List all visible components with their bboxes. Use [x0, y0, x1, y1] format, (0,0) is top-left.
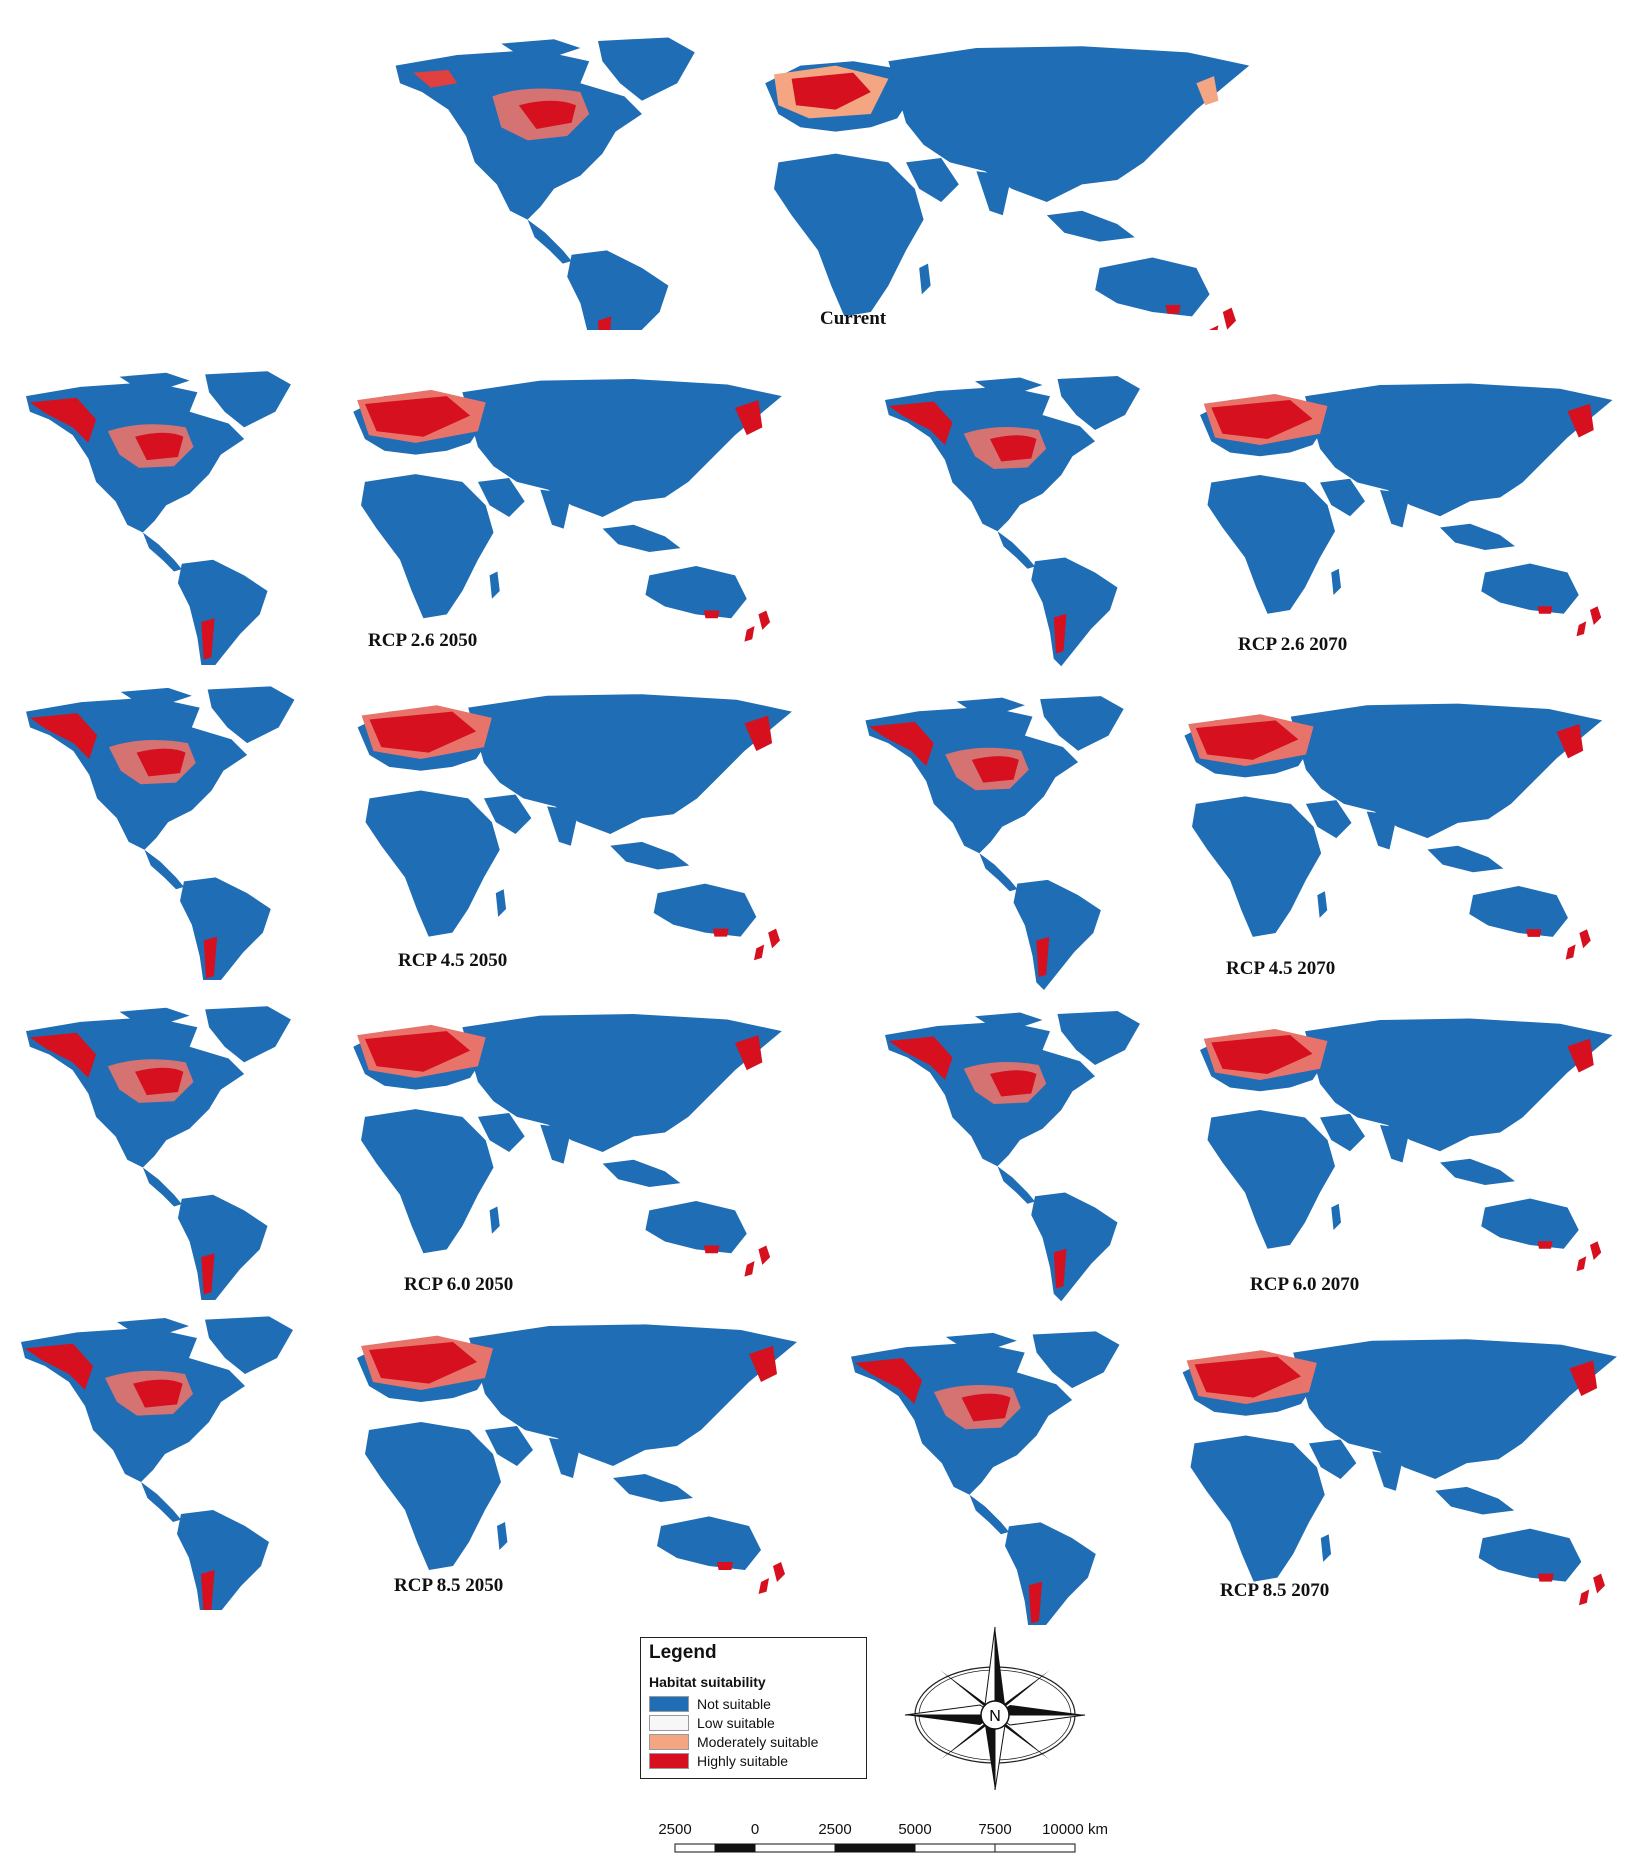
world-map-rcp85-2050: [21, 1316, 797, 1610]
scale-bar: 2500 0 2500 5000 7500 10000 km: [658, 1821, 1108, 1853]
caption-rcp45-2070: RCP 4.5 2070: [1226, 958, 1336, 979]
map-rcp45-2050: [10, 680, 800, 980]
legend-label: Moderately suitable: [697, 1734, 819, 1750]
legend-item-highly-suitable: Highly suitable: [649, 1753, 788, 1769]
scale-tick-label: 5000: [898, 1821, 931, 1838]
caption-rcp26-2050: RCP 2.6 2050: [368, 630, 478, 651]
legend-swatch: [649, 1715, 689, 1731]
legend-label: Low suitable: [697, 1715, 775, 1731]
caption-rcp26-2070: RCP 2.6 2070: [1238, 634, 1348, 655]
world-map-rcp26-2050: [25, 371, 782, 665]
caption-rcp60-2070: RCP 6.0 2070: [1250, 1274, 1360, 1295]
legend-item-moderately-suitable: Moderately suitable: [649, 1734, 818, 1750]
legend-subtitle: Habitat suitability: [649, 1674, 766, 1690]
legend-swatch: [649, 1753, 689, 1769]
map-rcp60-2050: [10, 1000, 790, 1300]
caption-rcp45-2050: RCP 4.5 2050: [398, 950, 508, 971]
map-rcp45-2070: [850, 690, 1610, 990]
caption-current: Current: [820, 308, 887, 329]
legend-label: Highly suitable: [697, 1753, 789, 1769]
scale-tick-label: 2500: [658, 1821, 691, 1838]
scale-tick-label: 0: [751, 1821, 759, 1838]
north-arrow-compass-icon: N: [904, 1626, 1086, 1790]
caption-rcp60-2050: RCP 6.0 2050: [404, 1274, 514, 1295]
world-map-current: [395, 37, 1250, 330]
legend-label: Not suitable: [697, 1696, 771, 1712]
legend-item-low-suitable: Low suitable: [649, 1715, 775, 1731]
world-map-rcp60-2070: [885, 1011, 1613, 1302]
map-current: [378, 30, 1258, 330]
caption-rcp85-2050: RCP 8.5 2050: [394, 1575, 504, 1596]
legend-swatch: [649, 1696, 689, 1712]
legend-swatch: [649, 1734, 689, 1750]
world-map-rcp60-2050: [25, 1006, 782, 1300]
world-map-rcp45-2050: [26, 686, 792, 980]
map-rcp26-2050: [10, 365, 790, 665]
legend-title: Legend: [649, 1642, 717, 1663]
map-rcp85-2050: [5, 1310, 805, 1610]
map-rcp60-2070: [870, 1005, 1620, 1305]
world-map-rcp45-2070: [865, 696, 1603, 990]
scale-tick-label: 2500: [818, 1821, 851, 1838]
compass-n-label: N: [989, 1708, 1001, 1725]
caption-rcp85-2070: RCP 8.5 2070: [1220, 1580, 1330, 1601]
scale-tick-label: 7500: [978, 1821, 1011, 1838]
scale-tick-label: 10000 km: [1042, 1821, 1108, 1838]
map-rcp26-2070: [870, 370, 1620, 670]
map-legend: Legend Habitat suitability Not suitable …: [640, 1637, 867, 1779]
legend-item-not-suitable: Not suitable: [649, 1696, 771, 1712]
world-map-rcp26-2070: [885, 376, 1613, 667]
